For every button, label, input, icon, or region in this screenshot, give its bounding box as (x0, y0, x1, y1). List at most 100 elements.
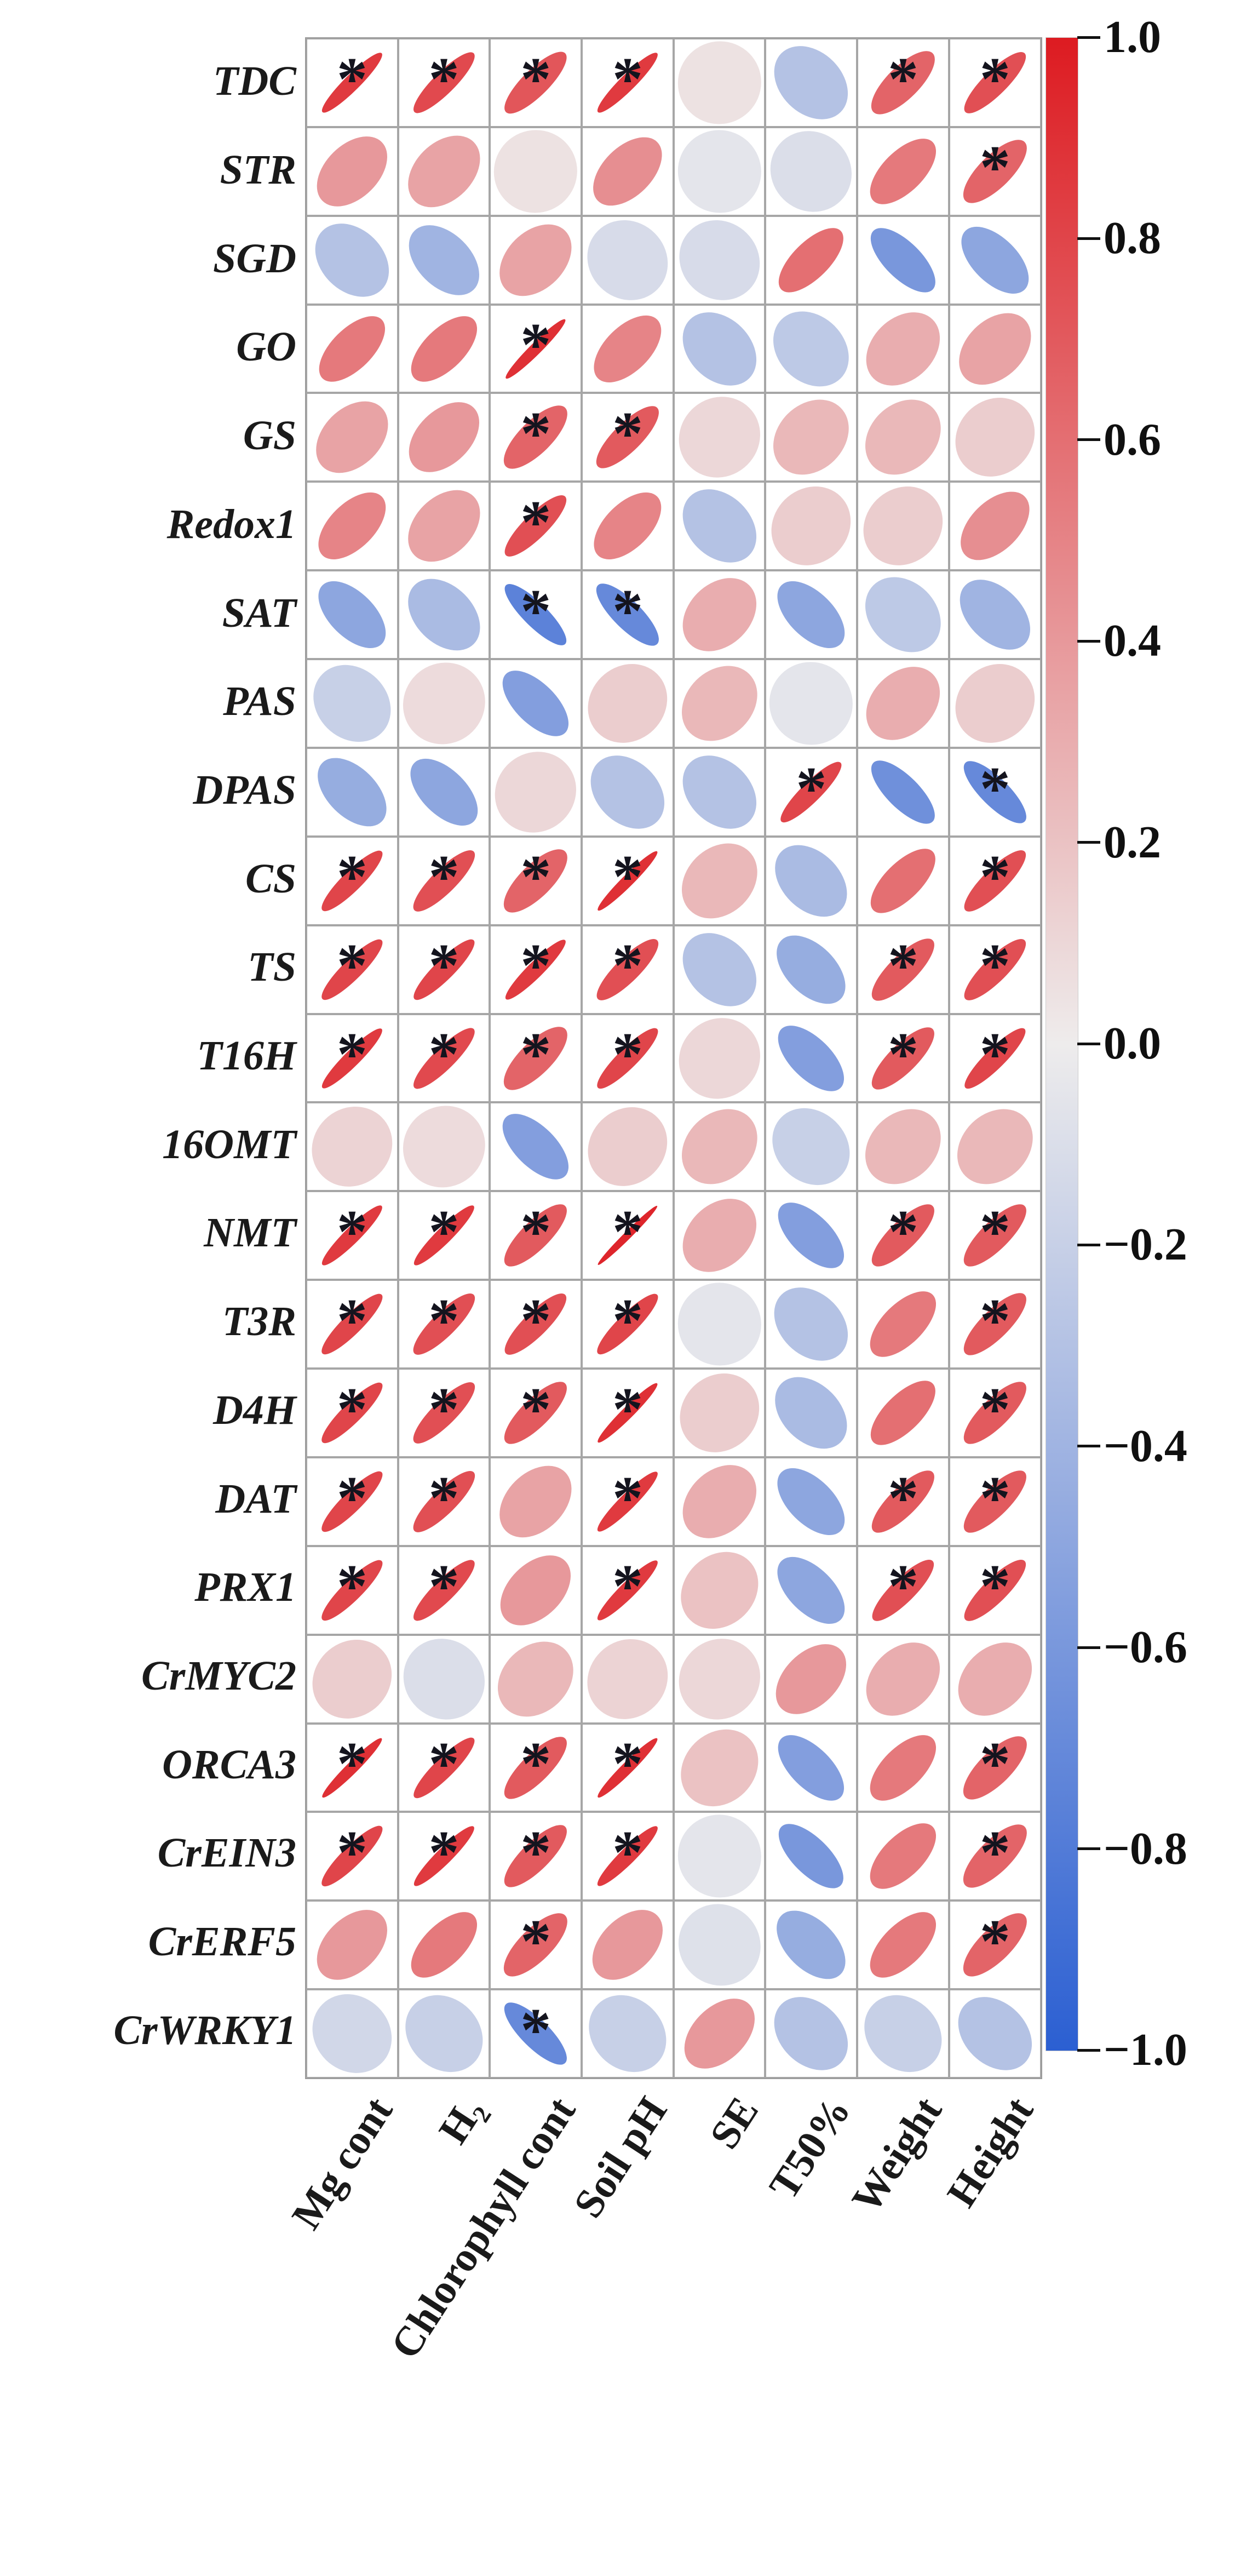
correlation-ellipse (499, 1466, 572, 1538)
matrix-cell (673, 215, 766, 305)
correlation-ellipse (588, 664, 668, 743)
matrix-cell: * (306, 836, 398, 925)
matrix-cell (306, 1900, 398, 1990)
correlation-ellipse (410, 758, 478, 826)
correlation-ellipse (313, 665, 391, 742)
correlation-ellipse (682, 932, 756, 1006)
correlation-ellipse (872, 1559, 934, 1621)
matrix-cell (949, 215, 1041, 305)
matrix-cell (306, 1989, 398, 2079)
correlation-ellipse (409, 402, 479, 473)
correlation-ellipse (315, 223, 389, 297)
correlation-ellipse (590, 755, 665, 829)
matrix-cell: * (306, 1191, 398, 1280)
correlation-ellipse (318, 758, 387, 827)
correlation-ellipse (778, 1734, 845, 1801)
matrix-cell: * (306, 925, 398, 1014)
correlation-ellipse (504, 1204, 567, 1267)
matrix-cell (490, 1457, 582, 1546)
matrix-cell (673, 127, 766, 216)
correlation-ellipse (413, 1028, 475, 1089)
matrix-cell (673, 659, 766, 748)
matrix-cell (765, 925, 858, 1014)
matrix-cell (306, 215, 398, 305)
significance-asterisk: * (428, 932, 459, 1000)
correlation-ellipse (778, 1025, 845, 1091)
matrix-cell: * (949, 38, 1041, 127)
matrix-cell (949, 1102, 1041, 1192)
significance-asterisk: * (336, 1198, 367, 1266)
correlation-ellipse (955, 664, 1035, 743)
correlation-ellipse (772, 486, 851, 566)
matrix-cell (949, 482, 1041, 571)
significance-asterisk: * (520, 1286, 552, 1355)
significance-asterisk: * (979, 1907, 1010, 1976)
matrix-cell (306, 1634, 398, 1724)
correlation-ellipse (681, 1109, 757, 1184)
correlation-ellipse (959, 313, 1031, 385)
colorbar-tick (1077, 36, 1100, 39)
correlation-ellipse (778, 1203, 845, 1269)
matrix-cell (673, 304, 766, 393)
matrix-cell (857, 1723, 949, 1812)
row-label: 16OMT (162, 1121, 296, 1167)
correlation-ellipse (684, 1999, 755, 2069)
correlation-ellipse (504, 1382, 567, 1444)
matrix-cell (673, 1191, 766, 1280)
matrix-cell: * (398, 1369, 490, 1457)
matrix-cell: * (582, 393, 674, 482)
matrix-cell: * (398, 836, 490, 925)
correlation-ellipse (682, 1199, 756, 1273)
significance-asterisk: * (520, 488, 552, 557)
correlation-ellipse (679, 1638, 760, 1720)
matrix-cell (765, 1280, 858, 1369)
matrix-cell (582, 1900, 674, 1990)
correlation-ellipse (597, 1560, 658, 1621)
significance-asterisk: * (979, 1730, 1010, 1799)
correlation-ellipse (870, 1291, 937, 1357)
matrix-cell (398, 1634, 490, 1724)
matrix-cell: * (949, 1014, 1041, 1103)
matrix-cell (857, 570, 949, 660)
correlation-ellipse (871, 849, 936, 913)
matrix-cell: * (765, 747, 858, 837)
matrix-cell: * (949, 1457, 1041, 1546)
correlation-ellipse (593, 137, 662, 206)
correlation-ellipse (594, 493, 662, 560)
matrix-cell: * (857, 1191, 949, 1280)
matrix-cell (398, 304, 490, 393)
correlation-ellipse (963, 1204, 1026, 1267)
significance-asterisk: * (336, 1286, 367, 1355)
correlation-ellipse (321, 939, 383, 1000)
matrix-cell: * (857, 38, 949, 127)
correlation-ellipse (677, 130, 761, 213)
matrix-cell: * (490, 836, 582, 925)
correlation-ellipse (504, 1736, 567, 1799)
matrix-cell: * (582, 1191, 674, 1280)
matrix-cell: * (490, 1989, 582, 2079)
correlation-ellipse (504, 1825, 567, 1888)
matrix-cell: * (582, 836, 674, 925)
matrix-cell (582, 304, 674, 393)
correlation-ellipse (598, 1383, 658, 1443)
correlation-ellipse (682, 578, 756, 651)
correlation-ellipse (871, 1027, 935, 1090)
correlation-ellipse (679, 397, 760, 478)
correlation-ellipse (322, 1738, 382, 1798)
matrix-cell (490, 215, 582, 305)
significance-asterisk: * (979, 1464, 1010, 1532)
matrix-cell (582, 1989, 674, 2079)
significance-asterisk: * (888, 45, 919, 113)
matrix-cell: * (949, 836, 1041, 925)
significance-asterisk: * (612, 1819, 643, 1887)
matrix-cell: * (398, 38, 490, 127)
matrix-cell: * (857, 1014, 949, 1103)
correlation-ellipse (413, 1293, 475, 1355)
matrix-cell: * (949, 1545, 1041, 1635)
matrix-cell (673, 1102, 766, 1192)
correlation-ellipse (963, 1293, 1026, 1355)
correlation-ellipse (960, 580, 1030, 650)
row-label: CrERF5 (148, 1919, 296, 1965)
correlation-ellipse (863, 486, 943, 566)
matrix-cell (857, 215, 949, 305)
